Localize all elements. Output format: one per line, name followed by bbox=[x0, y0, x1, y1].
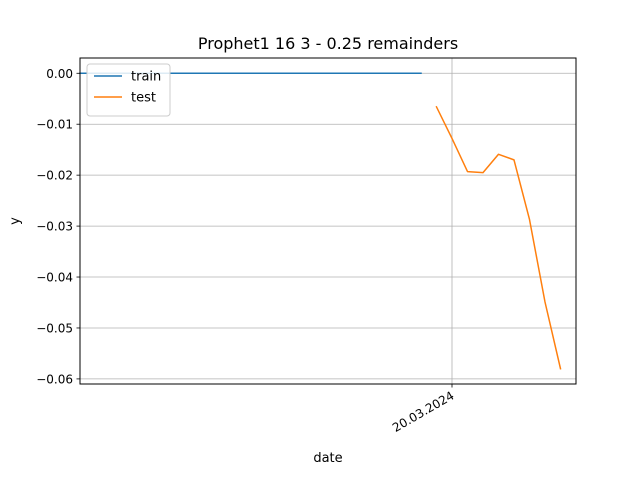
data-point-test bbox=[466, 170, 468, 172]
y-tick-label: −0.02 bbox=[36, 169, 73, 183]
data-point-test bbox=[435, 106, 437, 108]
legend-label-train: train bbox=[131, 70, 161, 85]
chart-title: Prophet1 16 3 - 0.25 remainders bbox=[198, 34, 458, 53]
legend-label-test: test bbox=[131, 91, 156, 106]
legend: train test bbox=[86, 63, 171, 117]
data-point-test bbox=[482, 171, 484, 173]
data-point-test bbox=[528, 218, 530, 220]
data-point-test bbox=[497, 153, 499, 155]
y-axis-label: y bbox=[8, 217, 23, 225]
series-line-test bbox=[435, 105, 562, 370]
plot-frame bbox=[79, 57, 577, 385]
y-tick-label: −0.04 bbox=[36, 271, 73, 285]
y-tick-label: 0.00 bbox=[46, 67, 73, 81]
data-point-test bbox=[513, 159, 515, 161]
x-axis-label: date bbox=[313, 451, 342, 466]
grid-layer bbox=[80, 58, 576, 384]
y-tick-label: −0.05 bbox=[36, 321, 73, 335]
data-point-test bbox=[559, 368, 561, 370]
data-point-test bbox=[451, 137, 453, 139]
y-axis: 0.00 −0.01 −0.02 −0.03 −0.04 −0.05 −0.06 bbox=[36, 67, 80, 386]
x-axis: 20.03.2024 bbox=[390, 384, 457, 435]
data-point-train bbox=[420, 72, 422, 74]
y-tick-label: −0.06 bbox=[36, 372, 73, 386]
y-tick-label: −0.03 bbox=[36, 220, 73, 234]
data-point-test bbox=[544, 301, 546, 303]
series-layer bbox=[79, 72, 562, 370]
y-tick-label: −0.01 bbox=[36, 118, 73, 132]
x-tick-label: 20.03.2024 bbox=[390, 388, 457, 434]
legend-box bbox=[86, 63, 171, 117]
